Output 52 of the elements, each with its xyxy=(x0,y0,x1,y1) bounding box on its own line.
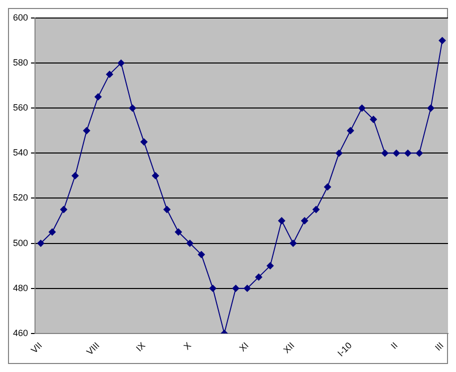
point xyxy=(346,127,354,134)
point xyxy=(427,104,434,112)
point xyxy=(48,228,56,236)
point xyxy=(118,60,125,67)
point xyxy=(255,274,262,281)
point xyxy=(301,217,308,224)
x-tick-label: IX xyxy=(134,340,148,354)
point xyxy=(174,228,182,236)
point xyxy=(198,251,205,258)
point xyxy=(324,183,332,190)
point xyxy=(381,150,388,157)
point xyxy=(232,284,240,292)
point xyxy=(209,284,216,292)
point xyxy=(140,138,148,146)
y-tick-label: 500 xyxy=(12,238,28,248)
point xyxy=(106,70,114,78)
y-tick-label: 560 xyxy=(12,102,28,113)
point xyxy=(392,150,400,157)
point xyxy=(370,116,377,123)
point xyxy=(37,240,44,247)
y-tick-label: 600 xyxy=(12,12,28,22)
point xyxy=(94,93,102,100)
point xyxy=(244,284,251,292)
y-tick-label: 540 xyxy=(12,148,28,158)
point xyxy=(266,262,274,270)
point xyxy=(60,206,68,213)
point xyxy=(152,172,159,180)
x-tick-label: XI xyxy=(237,340,250,354)
x-tick-label: II xyxy=(388,340,400,351)
point xyxy=(358,104,366,112)
x-tick-label: III xyxy=(433,340,446,353)
x-tick-label: VII xyxy=(29,340,44,356)
x-tick-label: X xyxy=(182,340,194,352)
point xyxy=(438,37,446,44)
x-tick-label: XII xyxy=(281,340,296,356)
point xyxy=(416,150,423,157)
y-tick-label: 480 xyxy=(12,282,28,293)
point xyxy=(163,206,170,213)
point xyxy=(83,127,90,134)
x-tick-label: I-10 xyxy=(336,340,354,358)
point xyxy=(336,150,343,157)
y-tick-label: 580 xyxy=(12,58,28,68)
point xyxy=(129,104,136,112)
point xyxy=(278,217,286,224)
point xyxy=(72,172,79,180)
y-tick-label: 460 xyxy=(12,328,28,338)
point xyxy=(312,206,320,213)
x-tick-label: VIII xyxy=(84,340,102,357)
point xyxy=(186,240,194,247)
y-tick-label: 520 xyxy=(12,192,28,203)
point xyxy=(290,240,297,247)
point xyxy=(404,150,412,157)
